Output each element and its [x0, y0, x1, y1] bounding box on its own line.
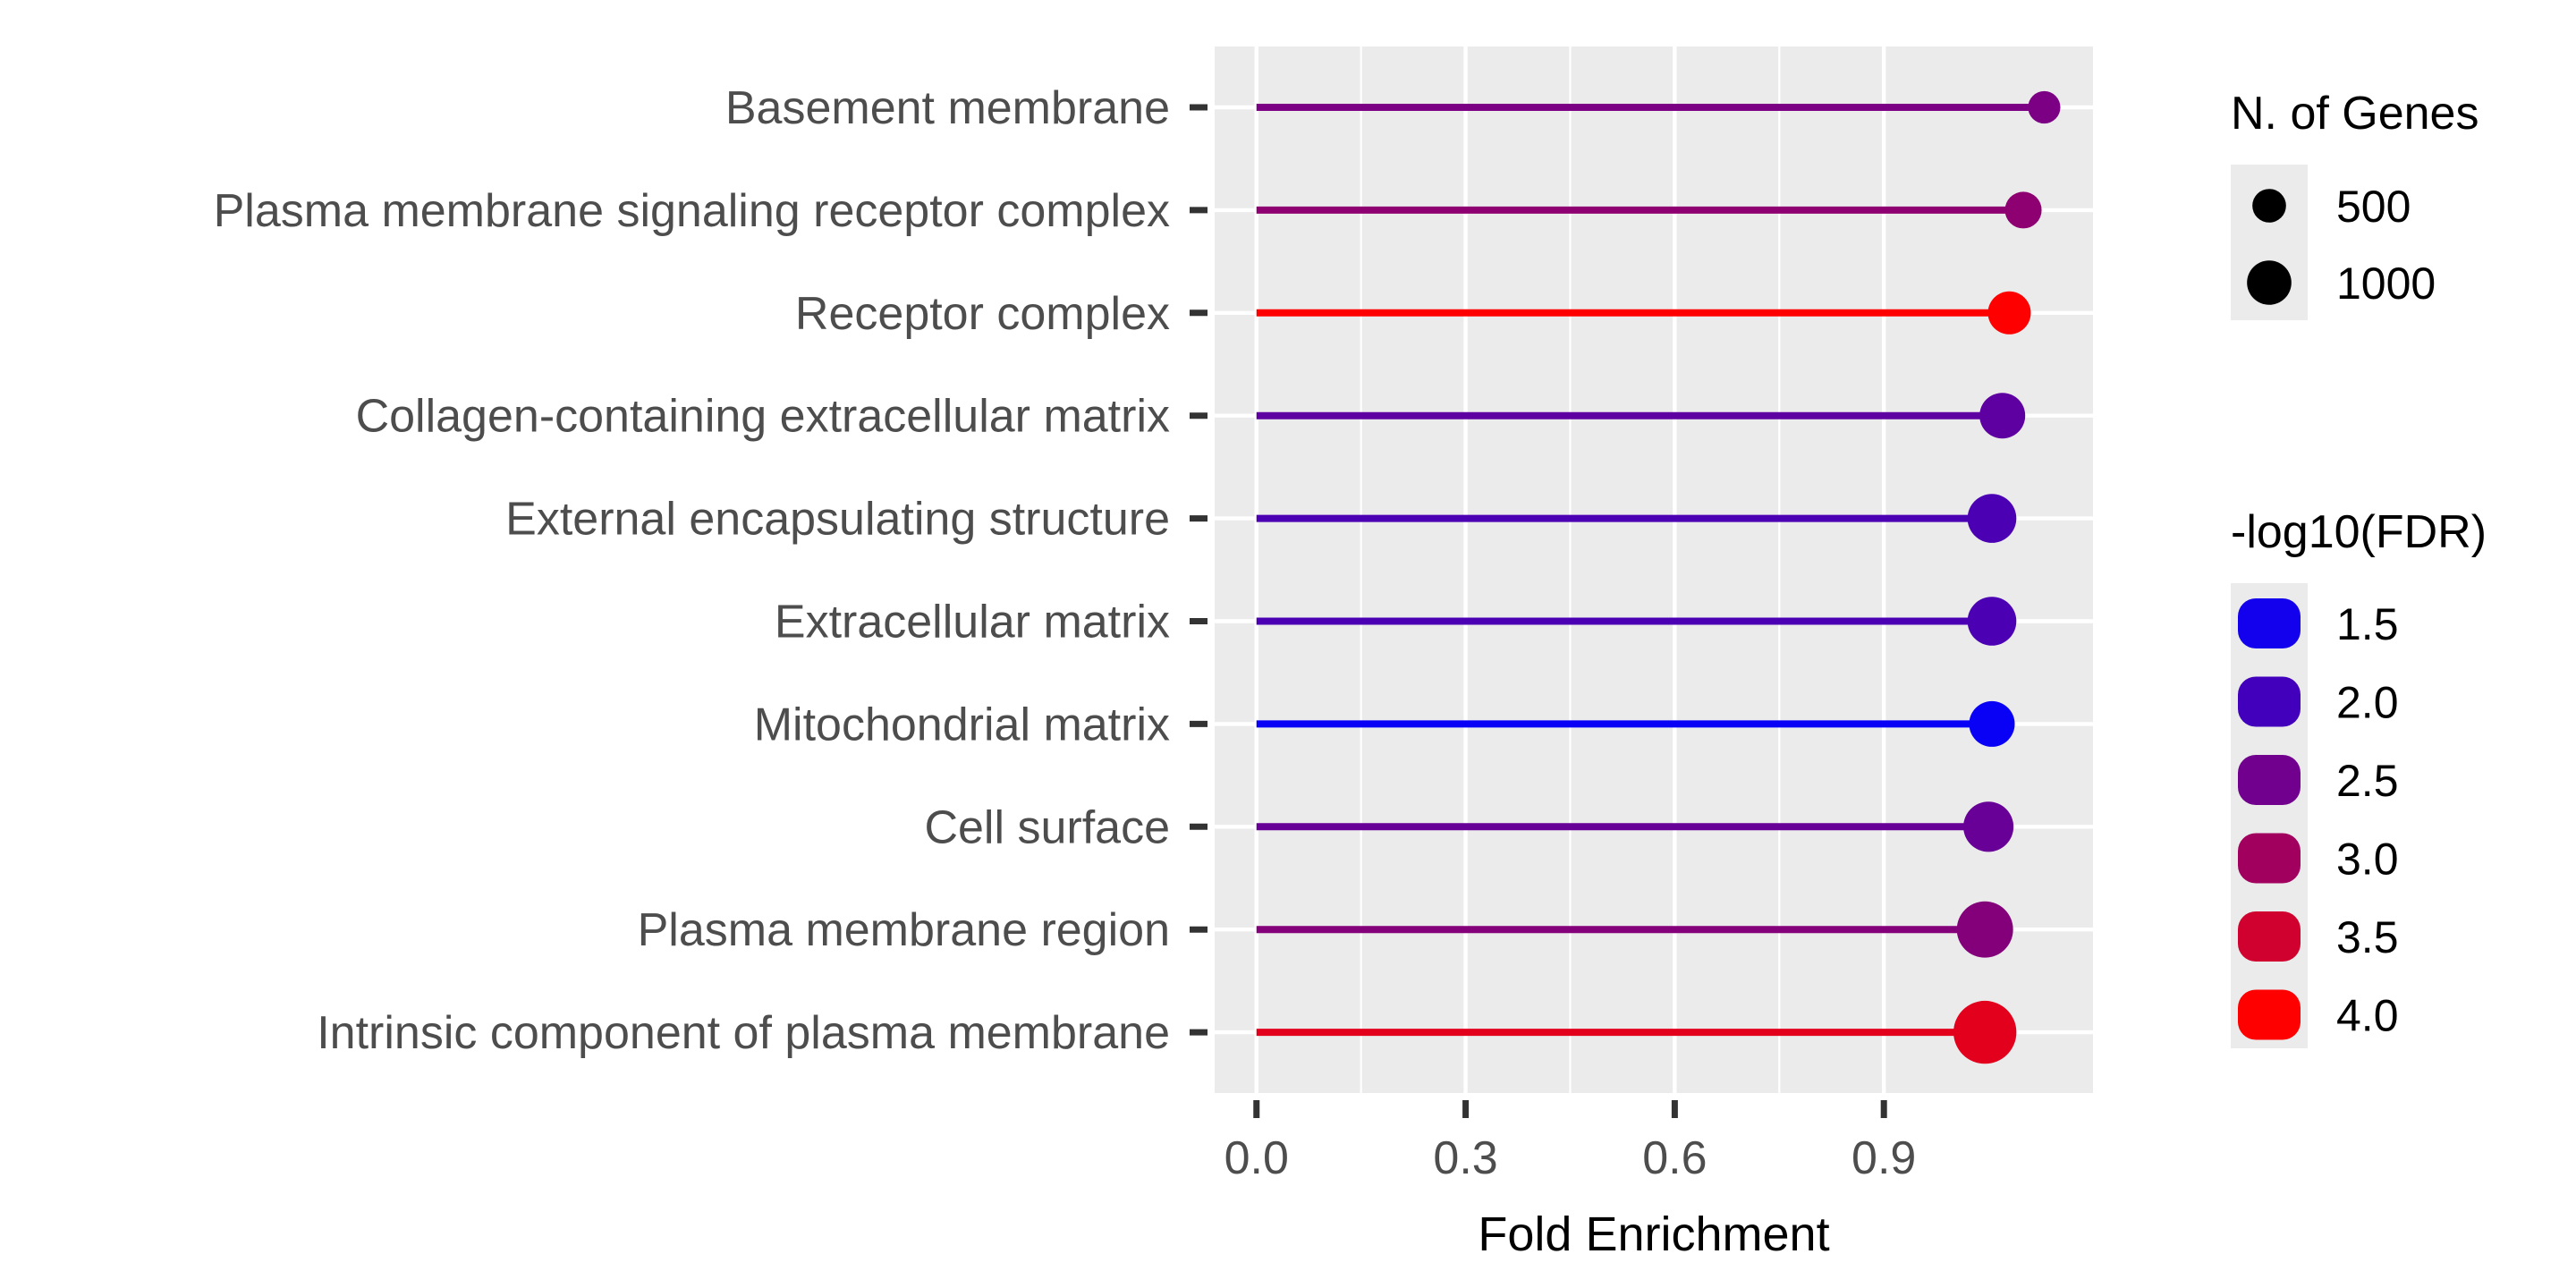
color-legend-key: [2238, 755, 2301, 805]
lollipop-point: [1967, 597, 2017, 646]
color-legend-label: 1.5: [2336, 599, 2399, 649]
y-tick-label: External encapsulating structure: [505, 494, 1170, 546]
y-tick-label: Intrinsic component of plasma membrane: [317, 1007, 1170, 1059]
y-axis: Basement membrane Plasma membrane signali…: [214, 82, 1208, 1059]
color-legend-key: [2238, 911, 2301, 962]
x-tick-label: 0.0: [1224, 1132, 1289, 1184]
y-tick-label: Plasma membrane region: [638, 904, 1170, 956]
size-legend-label: 500: [2336, 182, 2411, 232]
size-legend: N. of Genes 500 1000: [2231, 88, 2479, 320]
lollipop-points: [1953, 90, 2061, 1064]
size-legend-key: [2247, 260, 2292, 305]
y-tick-label: Mitochondrial matrix: [754, 699, 1170, 750]
x-tick-label: 0.9: [1852, 1132, 1916, 1184]
color-legend-label: 3.0: [2336, 835, 2399, 885]
color-legend-key: [2238, 833, 2301, 884]
x-tick-label: 0.6: [1642, 1132, 1707, 1184]
x-tick-label: 0.3: [1433, 1132, 1497, 1184]
x-axis-title: Fold Enrichment: [1478, 1208, 1829, 1261]
lollipop-point: [1963, 801, 2014, 852]
y-tick-label: Cell surface: [924, 801, 1170, 853]
size-legend-title: N. of Genes: [2231, 88, 2479, 140]
size-legend-key: [2252, 189, 2286, 223]
color-legend-label: 2.0: [2336, 678, 2399, 728]
color-legend-keys-background: [2231, 583, 2308, 1048]
color-legend-key: [2238, 676, 2301, 727]
lollipop-point: [1979, 393, 2026, 439]
x-axis: 0.0 0.3 0.6 0.9: [1224, 1100, 1916, 1184]
color-legend-key: [2238, 989, 2301, 1040]
lollipop-point: [1987, 291, 2031, 335]
color-legend-title: -log10(FDR): [2231, 506, 2487, 558]
color-legend-key: [2238, 598, 2301, 648]
y-tick-label: Collagen-containing extracellular matrix: [356, 391, 1170, 443]
color-legend-label: 4.0: [2336, 991, 2399, 1041]
y-tick-label: Plasma membrane signaling receptor compl…: [214, 185, 1170, 237]
lollipop-point: [2028, 90, 2061, 124]
lollipop-point: [1953, 1000, 2017, 1064]
y-tick-label: Basement membrane: [725, 82, 1170, 134]
lollipop-point: [1969, 700, 2015, 747]
size-legend-label: 1000: [2336, 258, 2436, 309]
color-legend: -log10(FDR) 1.5 2.0 2.5 3.0 3.5 4.0: [2231, 506, 2487, 1048]
color-legend-label: 3.5: [2336, 912, 2399, 962]
color-legend-label: 2.5: [2336, 756, 2399, 806]
lollipop-point: [2004, 191, 2042, 229]
lollipop-point: [1967, 494, 2017, 543]
y-tick-label: Extracellular matrix: [775, 597, 1170, 648]
lollipop-stems: [1256, 104, 2045, 1037]
y-tick-label: Receptor complex: [795, 288, 1170, 340]
lollipop-point: [1956, 901, 2013, 958]
